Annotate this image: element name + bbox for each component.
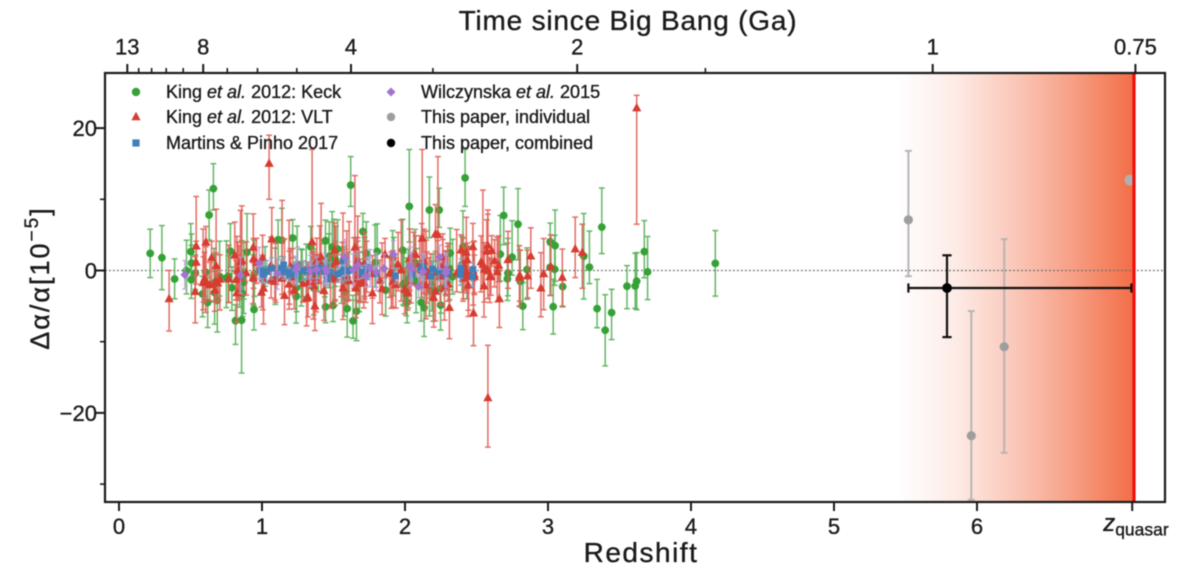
svg-text:zquasar: zquasar — [1102, 510, 1169, 540]
svg-text:King et al. 2012: Keck: King et al. 2012: Keck — [166, 82, 342, 102]
svg-text:Redshift: Redshift — [584, 537, 699, 568]
svg-text:20: 20 — [73, 116, 97, 141]
svg-text:Martins & Pinho 2017: Martins & Pinho 2017 — [166, 133, 338, 153]
svg-text:2: 2 — [571, 35, 583, 60]
svg-text:−20: −20 — [60, 401, 97, 426]
svg-text:1: 1 — [927, 35, 939, 60]
svg-text:3: 3 — [542, 514, 554, 539]
svg-text:This paper, individual: This paper, individual — [421, 107, 590, 127]
svg-text:Time since Big Bang (Ga): Time since Big Bang (Ga) — [459, 5, 798, 36]
svg-text:This paper, combined: This paper, combined — [421, 133, 593, 153]
svg-text:King et al. 2012: VLT: King et al. 2012: VLT — [166, 107, 333, 127]
svg-text:13: 13 — [115, 35, 139, 60]
svg-text:4: 4 — [685, 514, 697, 539]
svg-text:2: 2 — [399, 514, 411, 539]
svg-text:5: 5 — [828, 514, 840, 539]
svg-text:6: 6 — [971, 514, 983, 539]
svg-text:0: 0 — [85, 259, 97, 284]
svg-text:Wilczynska et al. 2015: Wilczynska et al. 2015 — [421, 82, 600, 102]
svg-text:0: 0 — [113, 514, 125, 539]
svg-text:1: 1 — [256, 514, 268, 539]
svg-text:0.75: 0.75 — [1114, 35, 1157, 60]
svg-text:4: 4 — [345, 35, 357, 60]
svg-text:8: 8 — [197, 35, 209, 60]
